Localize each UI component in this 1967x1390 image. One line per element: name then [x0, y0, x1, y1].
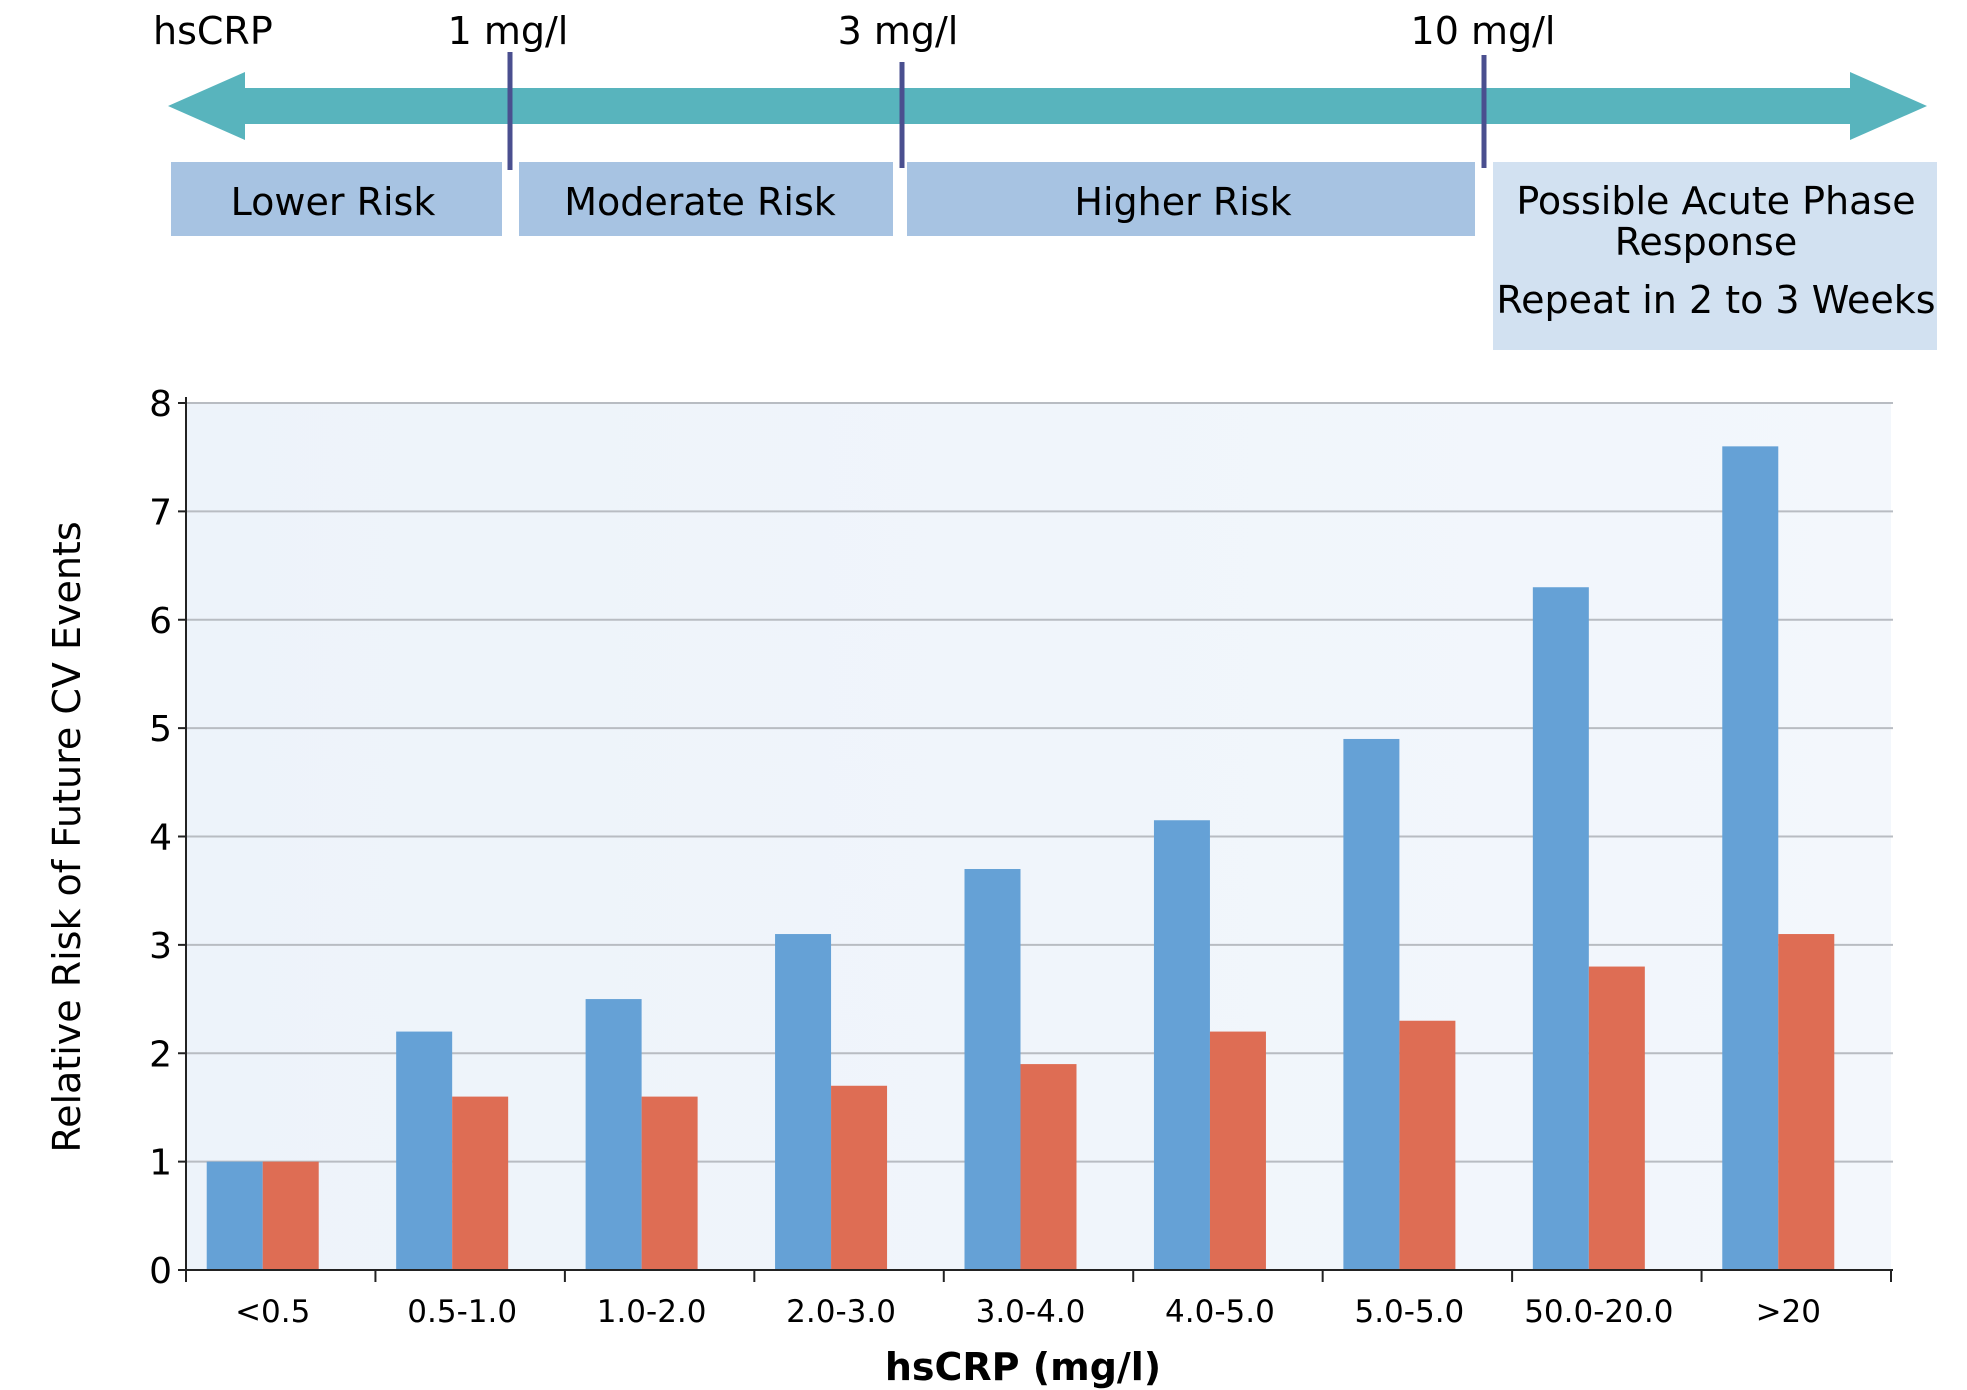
y-tick-label: 6 — [149, 601, 172, 642]
bar-series-1-3 — [585, 999, 642, 1270]
bar-series-2-5 — [1020, 1064, 1077, 1270]
marker-label-1: 1 mg/l — [448, 9, 569, 53]
marker-label-3: 3 mg/l — [838, 9, 959, 53]
x-tick-label: 2.0-3.0 — [786, 1294, 896, 1330]
band-moderate-risk-label: Moderate Risk — [564, 180, 836, 224]
x-tick-label: 50.0-20.0 — [1524, 1294, 1673, 1330]
bar-series-1-2 — [396, 1031, 453, 1270]
x-tick-label: 5.0-5.0 — [1354, 1294, 1464, 1330]
bar-series-1-6 — [1153, 820, 1210, 1270]
band-lower-risk-label: Lower Risk — [231, 180, 436, 224]
y-tick-label: 2 — [149, 1034, 172, 1075]
bar-series-2-4 — [831, 1085, 888, 1270]
axes — [178, 397, 1893, 1282]
band-acute-phase — [1493, 162, 1937, 350]
risk-scale: hsCRP 1 mg/l 3 mg/l 10 mg/l Lower Risk M… — [153, 9, 1937, 350]
marker-label-10: 10 mg/l — [1411, 9, 1556, 53]
bar-series-1-4 — [775, 934, 832, 1270]
band-higher-risk-label: Higher Risk — [1074, 180, 1291, 224]
y-tick-label: 1 — [149, 1143, 172, 1184]
bar-series-1-9 — [1722, 446, 1779, 1271]
scale-title: hsCRP — [153, 9, 273, 53]
x-tick-label: 1.0-2.0 — [597, 1294, 707, 1330]
x-tick-labels: <0.5 0.5-1.0 1.0-2.0 2.0-3.0 3.0-4.0 4.0-5.0 5… — [235, 1294, 1821, 1330]
bar-series-2-9 — [1778, 934, 1835, 1270]
bar-series-2-3 — [641, 1096, 698, 1270]
y-axis-label: Relative Risk of Future CV Events — [45, 521, 89, 1152]
x-tick-label: 3.0-4.0 — [976, 1294, 1086, 1330]
x-tick-label: <0.5 — [235, 1294, 310, 1330]
y-tick-labels: 0 1 2 3 4 5 6 7 8 — [149, 384, 172, 1292]
y-tick-label: 8 — [149, 384, 172, 425]
x-tick-label: 4.0-5.0 — [1165, 1294, 1275, 1330]
bar-series-1-1 — [206, 1161, 263, 1270]
bar-series-2-8 — [1588, 966, 1645, 1270]
bars — [206, 446, 1835, 1271]
y-tick-label: 3 — [149, 926, 172, 967]
bar-series-2-7 — [1399, 1020, 1456, 1270]
band-lower-risk — [171, 162, 502, 236]
x-tick-label: >20 — [1756, 1294, 1821, 1330]
band-acute-label-line3: Repeat in 2 to 3 Weeks — [1496, 278, 1935, 322]
x-tick-label: 0.5-1.0 — [407, 1294, 517, 1330]
x-axis-label: hsCRP (mg/l) — [885, 1345, 1161, 1389]
bar-chart: 0 1 2 3 4 5 6 7 8 <0.5 0.5-1.0 1.0-2.0 2.0-3.0 3.0-4… — [45, 384, 1893, 1389]
band-acute-label-line1: Possible Acute Phase — [1516, 179, 1915, 223]
bar-series-1-7 — [1343, 738, 1400, 1270]
band-higher-risk — [907, 162, 1475, 236]
bar-series-1-5 — [964, 869, 1021, 1270]
bar-series-1-8 — [1532, 587, 1589, 1270]
bar-series-2-1 — [262, 1161, 319, 1270]
bar-series-2-2 — [452, 1096, 509, 1270]
band-moderate-risk — [519, 162, 893, 236]
band-acute-label-line2: Response — [1615, 220, 1798, 264]
bar-series-2-6 — [1209, 1031, 1266, 1270]
double-headed-arrow — [168, 72, 1927, 140]
y-tick-label: 4 — [149, 818, 172, 859]
y-tick-label: 0 — [149, 1251, 172, 1292]
y-tick-label: 7 — [149, 492, 172, 533]
y-tick-label: 5 — [149, 709, 172, 750]
